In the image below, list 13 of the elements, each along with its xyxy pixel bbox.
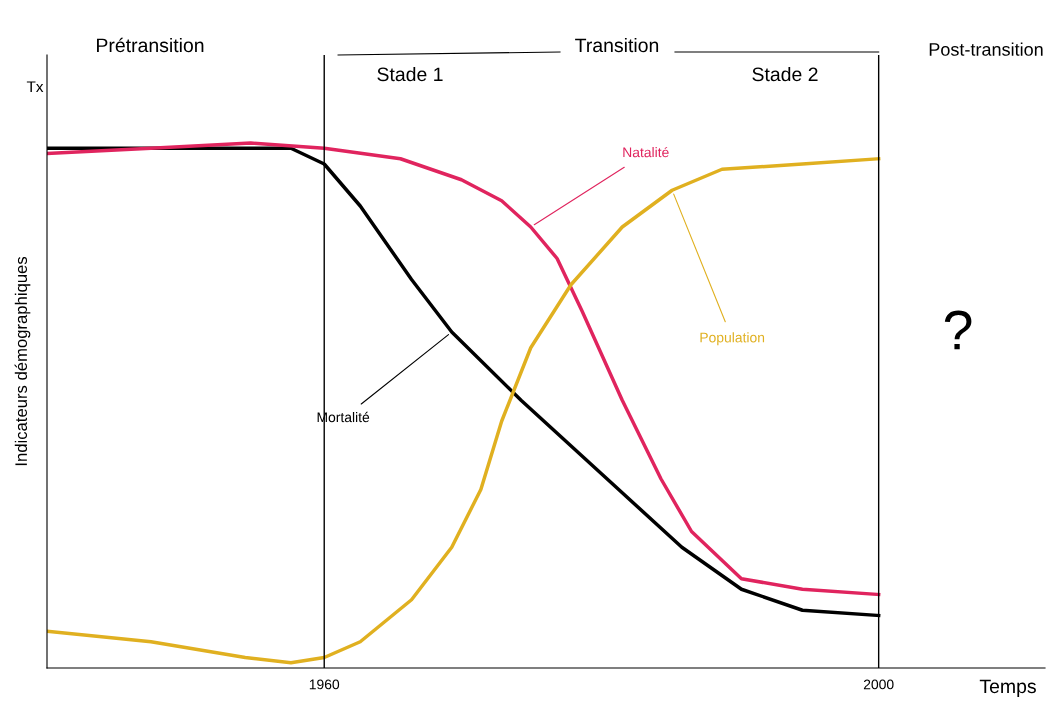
x-tick-label: 2000 [863, 679, 894, 690]
text: Transition [575, 37, 659, 53]
text: Post-transition [929, 42, 1043, 56]
x-tick-label: 1960 [309, 679, 340, 690]
text: Population [700, 332, 765, 346]
text: Natalité [623, 146, 669, 158]
annotation: ? [944, 310, 972, 350]
text: Stade 2 [752, 66, 818, 82]
y-axis-title: Indicateurs démographiques [14, 256, 31, 466]
x-axis-title: Temps [979, 679, 1036, 698]
text: Stade 1 [377, 66, 443, 82]
text: Prétransition [97, 37, 204, 53]
text: Tx [26, 81, 44, 92]
